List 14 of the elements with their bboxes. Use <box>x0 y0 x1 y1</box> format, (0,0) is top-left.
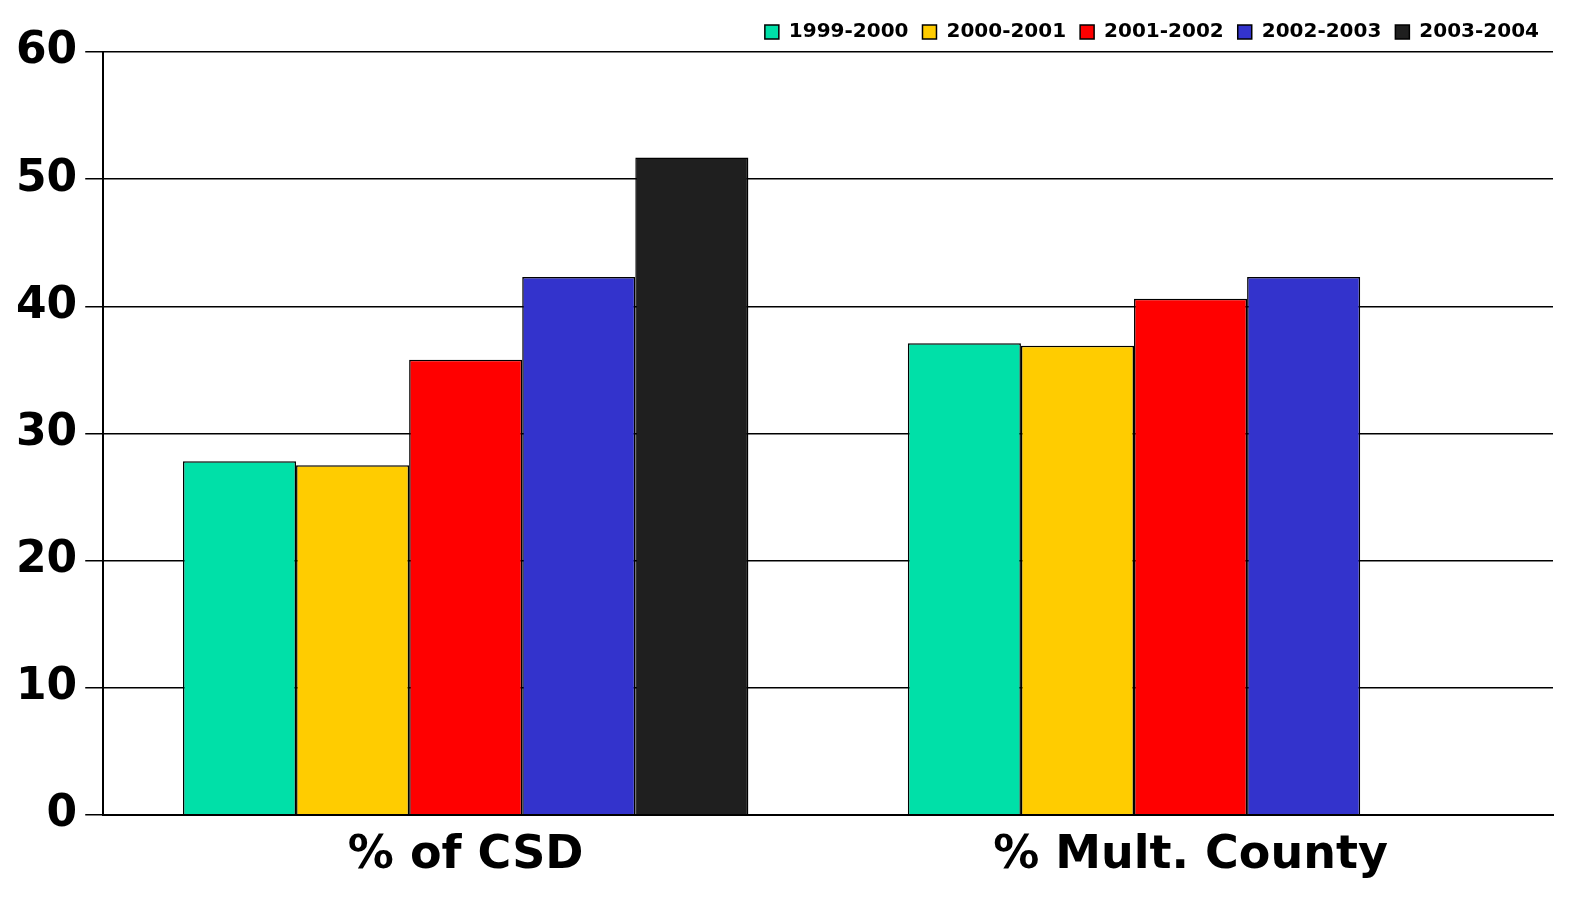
y-tick-label: 60 <box>16 22 78 74</box>
legend-label: 2001-2002 <box>1104 18 1224 43</box>
legend-label: 2003-2004 <box>1419 18 1540 43</box>
legend-label: 2000-2001 <box>946 18 1067 43</box>
y-tick-label: 10 <box>16 658 78 710</box>
y-tick-label: 0 <box>46 785 78 837</box>
x-tick-label: % of CSD <box>347 825 584 880</box>
y-tick-label: 40 <box>16 276 78 328</box>
y-tick-label: 20 <box>16 530 78 582</box>
x-tick-label: % Mult. County <box>993 825 1388 880</box>
legend-label: 2002-2003 <box>1261 18 1382 43</box>
y-tick-label: 30 <box>16 403 78 455</box>
legend-label: 1999-2000 <box>788 18 909 43</box>
y-tick-label: 50 <box>16 149 78 201</box>
